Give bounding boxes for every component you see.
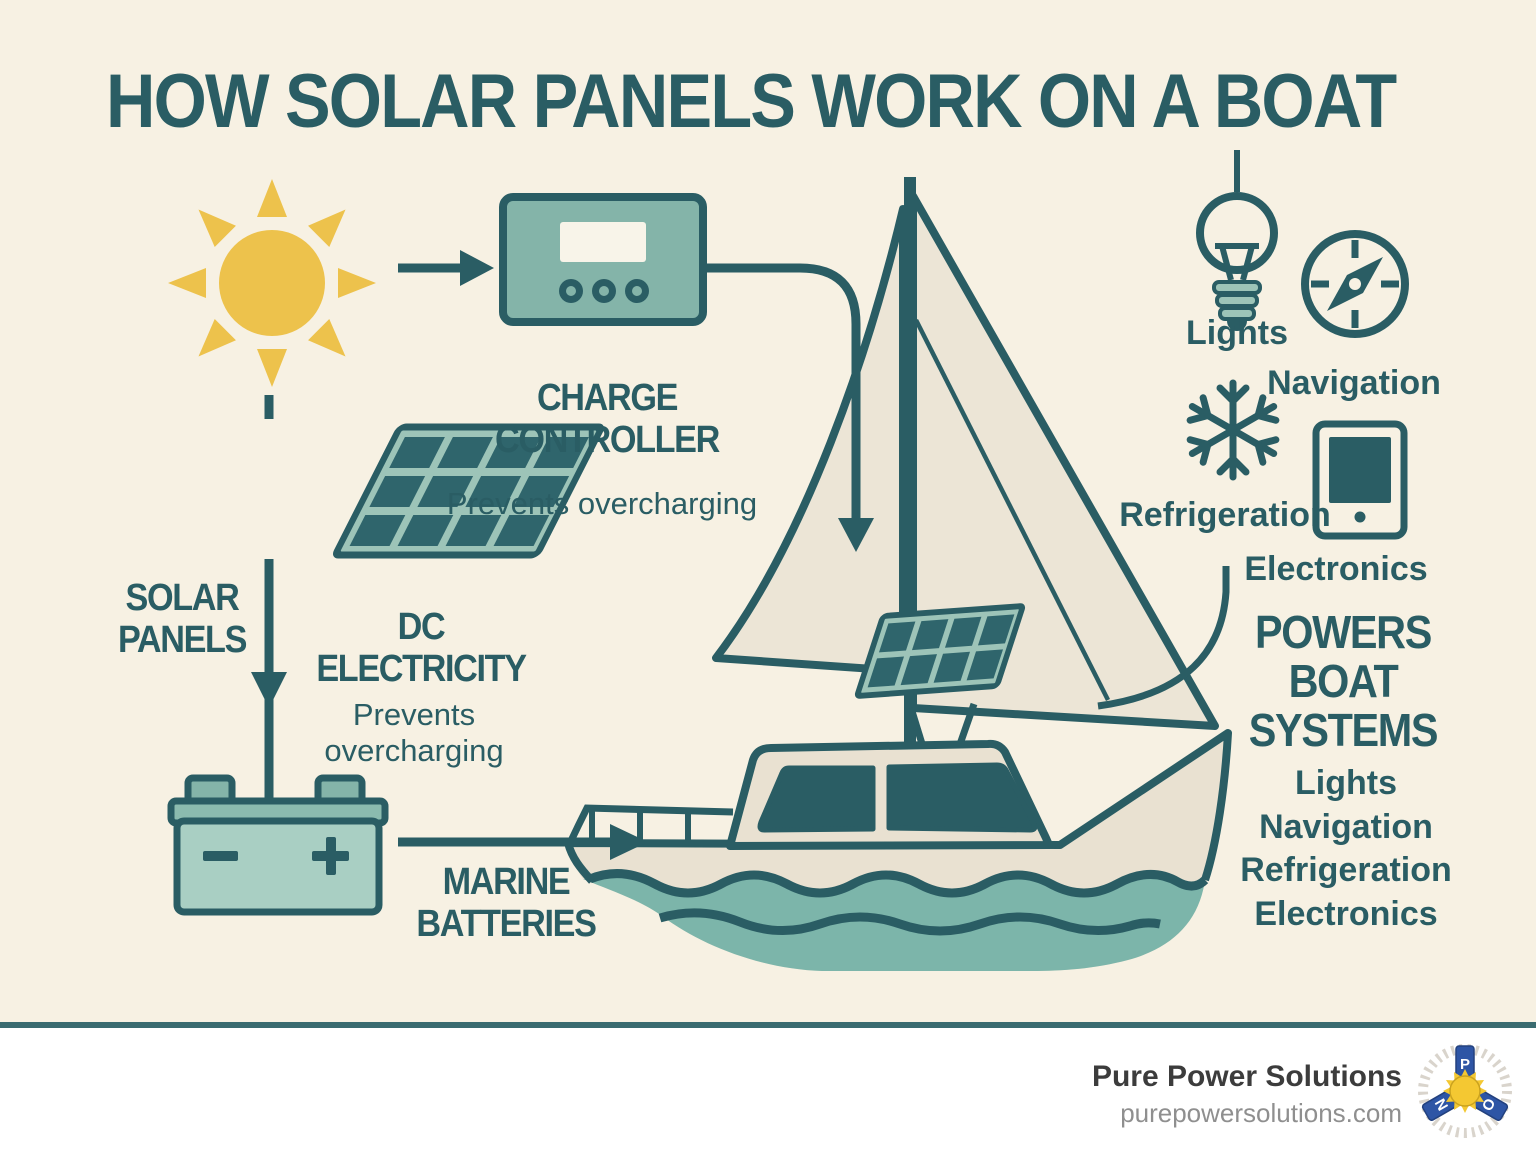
panel-to-battery-arrow (251, 559, 287, 800)
charge-controller-icon (499, 193, 707, 326)
footer: Pure Power Solutions purepowersolutions.… (0, 1028, 1536, 1154)
solar-panels-label: SOLAR PANELS (117, 577, 247, 661)
powers-boat-systems-heading: POWERS BOAT SYSTEMS (1248, 606, 1439, 757)
dc-electricity-label: DC ELECTRICITY (316, 606, 527, 690)
footer-brand: Pure Power Solutions (1091, 1060, 1402, 1093)
dc-electricity-sub: Prevents overcharging (324, 697, 504, 768)
boat-solar-panel-icon (854, 603, 1026, 699)
boat-to-systems-wire (1097, 566, 1230, 710)
svg-text:P: P (1460, 1056, 1470, 1073)
list-item: Refrigeration (1240, 851, 1452, 890)
list-item: Electronics (1254, 894, 1438, 933)
marine-batteries-label: MARINE BATTERIES (416, 861, 596, 945)
sun-to-controller-arrow (398, 250, 494, 286)
compass-icon (1301, 230, 1409, 338)
battery-plus-icon (312, 837, 349, 875)
controller-to-boat-arrow (704, 263, 874, 552)
powers-systems-list: Lights Navigation Refrigeration Electron… (1240, 762, 1452, 936)
page-title: HOW SOLAR PANELS WORK ON A BOAT (106, 59, 1397, 144)
battery-to-boat-arrow (398, 824, 648, 860)
diagram-canvas (167, 150, 1409, 971)
main-sail (712, 205, 907, 675)
list-item: Lights (1295, 764, 1397, 802)
charge-controller-sub: Prevents overcharging (446, 486, 758, 521)
footer-url: purepowersolutions.com (1120, 1098, 1402, 1128)
lights-label: Lights (1186, 314, 1288, 352)
pure-power-logo: P O N (1418, 1044, 1512, 1138)
sailboat-icon (564, 177, 1232, 971)
solar-panel-icon (333, 423, 604, 559)
cabin-windows (757, 762, 1038, 833)
footer-divider (0, 1022, 1536, 1028)
list-item: Navigation (1259, 807, 1433, 846)
tablet-icon (1312, 420, 1408, 540)
sun-icon (168, 179, 376, 387)
battery-minus-icon (203, 851, 238, 861)
snowflake-icon (1186, 379, 1280, 481)
charge-controller-label: CHARGE CONTROLLER (495, 377, 720, 461)
refrigeration-label: Refrigeration (1119, 496, 1331, 534)
lightbulb-icon (1196, 150, 1278, 331)
battery-icon (167, 774, 389, 916)
electronics-label: Electronics (1244, 550, 1428, 588)
infographic-art: HOW SOLAR PANELS WORK ON A BOAT (0, 0, 1536, 1023)
wave-line (658, 908, 1161, 936)
navigation-label: Navigation (1267, 364, 1441, 402)
